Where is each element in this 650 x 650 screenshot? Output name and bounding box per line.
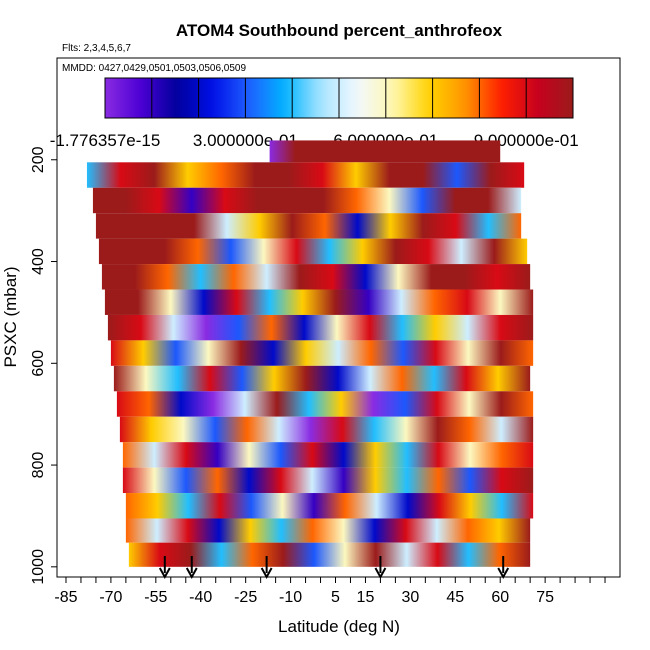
chart-title: ATOM4 Southbound percent_anthrofeox [176,21,503,40]
heatmap-layer [101,264,531,290]
x-tick-label: 15 [357,589,375,606]
heatmap-layer [125,493,534,519]
heatmap-layer [122,467,534,494]
x-tick-label: 45 [446,589,464,606]
x-axis-label: Latitude (deg N) [278,617,400,636]
y-tick-label: 600 [30,350,47,377]
y-axis: 200 400 600 800 1000 [30,146,57,585]
x-tick-label: 30 [401,589,419,606]
y-tick-label: 400 [30,248,47,275]
heatmap-layer [107,314,534,341]
heatmap-layer [95,213,522,239]
y-axis-label: PSXC (mbar) [1,266,20,367]
x-tick-label: -10 [279,589,302,606]
heatmap-layer [110,340,534,366]
heatmap-layer [98,238,528,265]
heatmap-layer [113,365,531,392]
heatmap-layer [104,289,534,315]
x-tick-label: -85 [54,589,77,606]
flights-subtitle: Flts: 2,3,4,5,6,7 [62,43,131,54]
x-tick-label: 75 [536,589,554,606]
heatmap-layer [122,442,534,468]
heatmap-layer [125,518,531,543]
x-tick-label: -25 [234,589,257,606]
y-tick-label: 1000 [30,549,47,585]
x-axis: -85 -70 -55 -40 -25 -10 5 15 30 45 60 75 [54,577,606,606]
heatmap-layer [116,391,534,417]
x-tick-label: -70 [99,589,122,606]
colorbar-tick-label: -1.776357e-15 [50,131,161,150]
y-tick-label: 800 [30,452,47,479]
heatmap-layer [92,187,522,214]
x-tick-label: -40 [189,589,212,606]
heatmap-cells [86,140,534,567]
colorbar [104,77,574,119]
heatmap-layer [86,162,525,188]
x-tick-label: -55 [144,589,167,606]
x-tick-label: 60 [491,589,509,606]
plot-frame [56,57,621,578]
dates-subtitle: MMDD: 0427,0429,0501,0503,0506,0509 [62,63,246,74]
x-tick-label: 5 [331,589,340,606]
heatmap-layer [269,140,501,163]
y-tick-label: 200 [30,146,47,173]
heatmap-layer [119,416,534,443]
heatmap-layer [128,542,531,567]
